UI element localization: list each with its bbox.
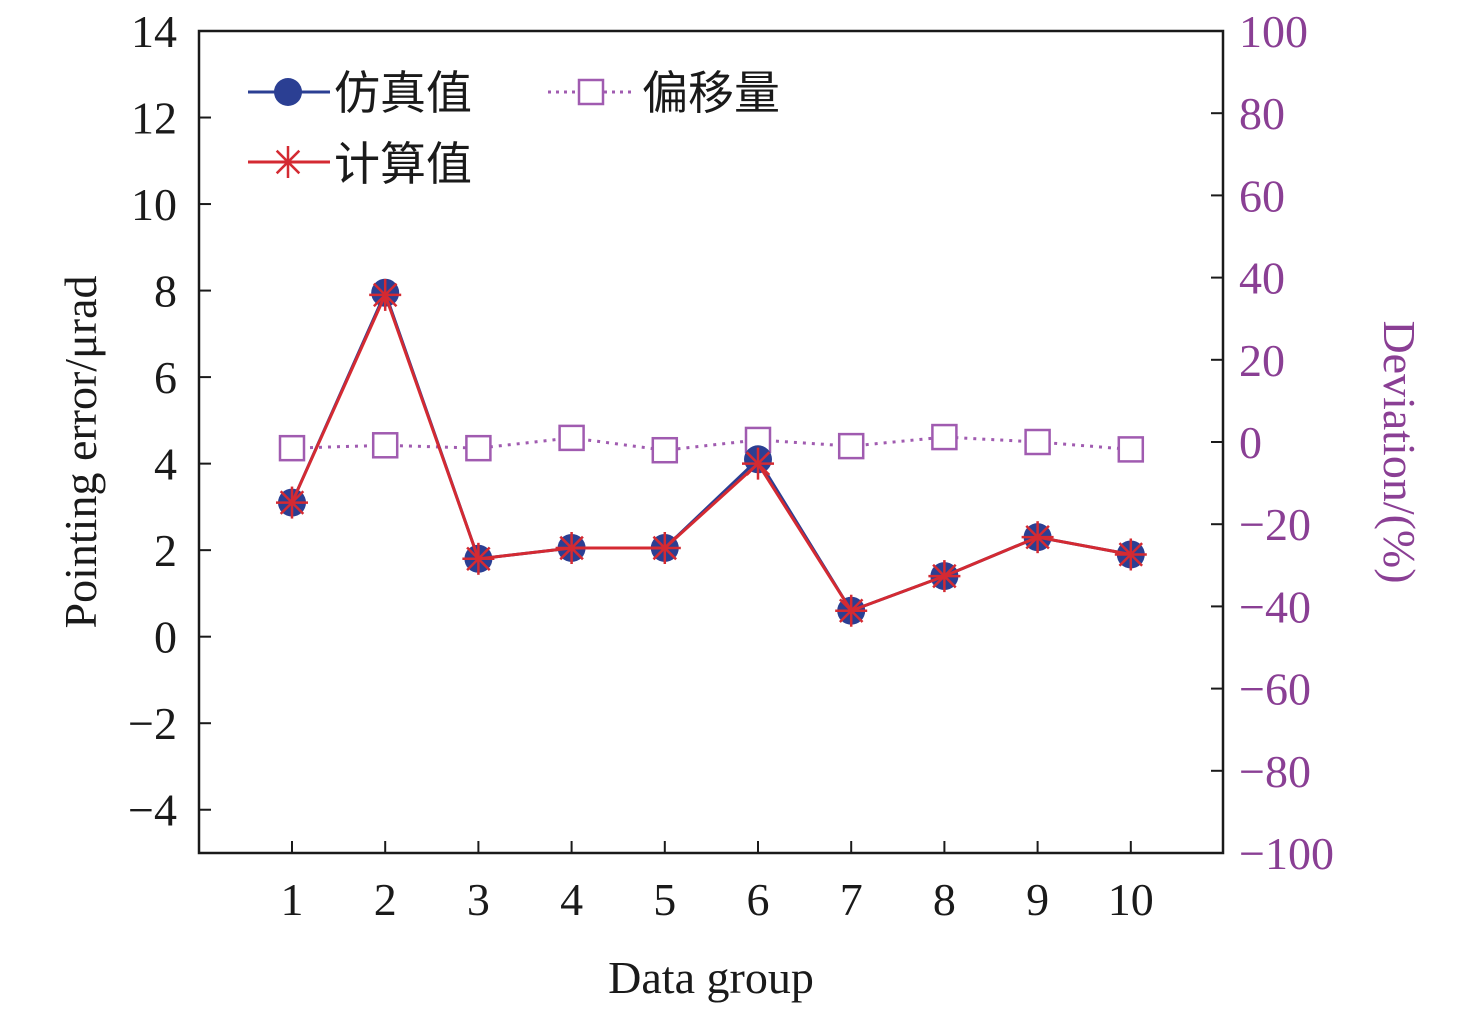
- y-tick-label: 10: [131, 179, 177, 230]
- series-calculated-line: [290, 290, 1132, 613]
- x-tick-label: 6: [747, 874, 770, 925]
- calculated-point: [742, 447, 774, 480]
- calculated-point: [835, 594, 868, 627]
- y2-tick-label: 60: [1239, 170, 1285, 221]
- y-tick-label: 2: [154, 525, 177, 576]
- y2-tick-label: 20: [1239, 335, 1285, 386]
- y-axis-title: Pointing error/μrad: [55, 276, 106, 629]
- y-tick-label: 6: [154, 352, 177, 403]
- y-tick-label: 0: [154, 612, 177, 663]
- y2-axis-title: Deviation/(%): [1374, 320, 1425, 583]
- calculated-point: [1114, 538, 1147, 571]
- y2-tick-label: −60: [1239, 664, 1311, 715]
- y2-tick-label: −20: [1239, 499, 1311, 550]
- deviation-point: [1117, 436, 1145, 463]
- y-tick-label: 14: [131, 6, 177, 57]
- deviation-point: [931, 423, 958, 451]
- x-tick-label: 8: [933, 874, 956, 925]
- x-tick-label: 3: [467, 874, 490, 925]
- y-tick-label: −2: [128, 698, 177, 749]
- x-tick-label: 2: [374, 874, 397, 925]
- legend-dev-label: 偏移量: [642, 66, 780, 120]
- calculated-point: [369, 278, 402, 311]
- y-tick-label: 12: [131, 93, 177, 144]
- calculated-point: [462, 542, 495, 575]
- legend-calc-label: 计算值: [334, 137, 472, 191]
- y2-tick-label: 100: [1239, 6, 1308, 57]
- calculated-point: [276, 486, 308, 519]
- deviation-point: [651, 436, 679, 464]
- deviation-point: [558, 424, 585, 452]
- series-simulation-line: [290, 288, 1132, 613]
- legend-dev-marker: [577, 78, 605, 106]
- y2-tick-label: 40: [1239, 253, 1285, 304]
- calculated-point: [555, 531, 588, 564]
- calculated-point: [1021, 521, 1054, 554]
- legend: 仿真值 计算值 偏移量: [248, 66, 780, 191]
- y2-tick-label: −100: [1239, 828, 1334, 879]
- legend-calc-asterisk: [272, 146, 304, 178]
- ticks-layer: −4−202468101214−100−80−60−40−20020406080…: [128, 6, 1334, 925]
- y2-tick-label: −40: [1239, 581, 1311, 632]
- series-layer: [276, 278, 1147, 627]
- x-tick-label: 7: [840, 874, 863, 925]
- y2-tick-label: −80: [1239, 746, 1311, 797]
- deviation-point: [371, 432, 399, 459]
- x-tick-label: 5: [653, 874, 676, 925]
- legend-sim-label: 仿真值: [334, 66, 472, 120]
- deviation-point: [1024, 428, 1051, 456]
- x-tick-label: 9: [1026, 874, 1049, 925]
- calculated-point: [928, 560, 961, 593]
- deviation-point: [837, 432, 865, 460]
- legend-sim-marker: [274, 78, 302, 106]
- x-tick-label: 1: [281, 874, 304, 925]
- x-tick-label: 4: [560, 874, 583, 925]
- deviation-point: [278, 434, 306, 462]
- y2-tick-label: 80: [1239, 88, 1285, 139]
- series-deviation-line: [291, 435, 1131, 452]
- y-tick-label: 4: [154, 439, 177, 490]
- calculated-point: [648, 531, 681, 564]
- y-tick-label: 8: [154, 266, 177, 317]
- x-tick-label: 10: [1108, 874, 1154, 925]
- legend-calc-marker: [272, 146, 304, 178]
- y2-tick-label: 0: [1239, 417, 1262, 468]
- deviation-point: [465, 434, 492, 462]
- x-axis-title: Data group: [608, 952, 814, 1003]
- y-tick-label: −4: [128, 785, 177, 836]
